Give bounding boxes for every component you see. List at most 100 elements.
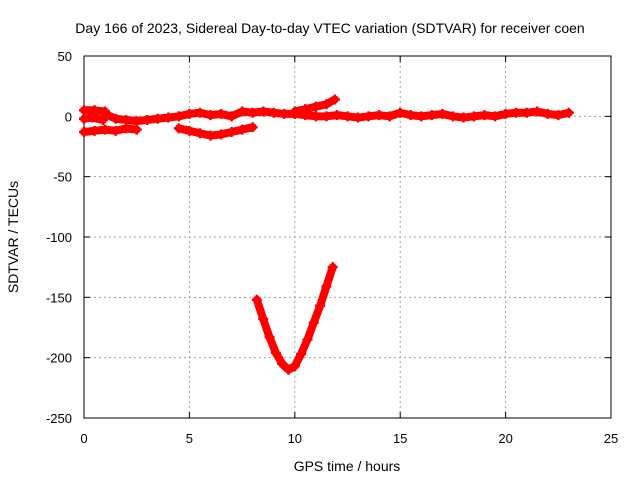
data-point: [310, 111, 321, 122]
data-point: [500, 108, 511, 119]
x-tick-label: 10: [288, 431, 302, 446]
data-point: [321, 111, 332, 122]
data-point: [237, 106, 248, 117]
y-tick-label: 0: [65, 109, 72, 124]
data-point: [216, 129, 227, 140]
plot-area: [79, 55, 612, 419]
data-point: [395, 107, 406, 118]
data-point: [131, 116, 142, 127]
data-point: [258, 314, 269, 325]
data-point: [327, 262, 338, 273]
x-axis-label: GPS time / hours: [294, 458, 401, 474]
data-point: [315, 300, 326, 311]
data-point: [258, 106, 269, 117]
data-point: [468, 111, 479, 122]
data-point: [532, 106, 543, 117]
data-point: [490, 111, 501, 122]
data-point: [268, 107, 279, 118]
data-point: [283, 364, 294, 375]
data-point: [310, 101, 321, 112]
y-tick-label: -50: [53, 170, 72, 185]
data-point: [79, 105, 89, 116]
data-point: [542, 108, 553, 119]
data-point: [329, 94, 340, 105]
data-point: [270, 347, 281, 358]
data-point: [553, 110, 564, 121]
axis-ticks: [83, 55, 612, 419]
data-point: [100, 108, 111, 119]
data-point: [321, 281, 332, 292]
x-tick-label: 15: [393, 431, 407, 446]
data-point: [216, 108, 227, 119]
data-point: [264, 332, 275, 343]
data-point: [416, 111, 427, 122]
data-point: [521, 107, 532, 118]
data-point: [79, 127, 89, 138]
chart-title: Day 166 of 2023, Sidereal Day-to-day VTE…: [75, 20, 584, 36]
data-point: [511, 107, 522, 118]
y-tick-label: 50: [58, 49, 72, 64]
data-point: [247, 107, 258, 118]
data-point: [321, 99, 332, 110]
data-point: [308, 317, 319, 328]
data-point: [110, 113, 121, 124]
data-point: [331, 110, 342, 121]
tick-labels: 0 5 10 15 20 25 -250 -200 -150 -100 -50 0 50: [46, 49, 618, 446]
data-point: [251, 294, 262, 305]
data-point: [89, 125, 100, 136]
x-tick-label: 25: [604, 431, 618, 446]
data-point: [194, 107, 205, 118]
data-point: [405, 110, 416, 121]
data-point: [277, 358, 288, 369]
data-point: [447, 111, 458, 122]
data-point: [79, 113, 89, 124]
data-point: [163, 112, 174, 123]
data-point: [100, 124, 111, 135]
data-point: [226, 111, 237, 122]
data-point: [342, 111, 353, 122]
y-tick-label: -200: [46, 351, 72, 366]
data-point: [296, 349, 307, 360]
data-point: [437, 108, 448, 119]
data-point: [289, 361, 300, 372]
series-trace: [259, 107, 299, 118]
data-point: [184, 108, 195, 119]
data-point: [152, 113, 163, 124]
data-point: [353, 112, 364, 123]
data-point: [173, 111, 184, 122]
x-tick-label: 5: [186, 431, 193, 446]
data-point: [247, 122, 258, 133]
data-point: [479, 110, 490, 121]
data-point: [87, 112, 98, 123]
x-tick-label: 0: [80, 431, 87, 446]
data-point: [302, 334, 313, 345]
data-points: [79, 94, 574, 375]
data-point: [121, 123, 132, 134]
data-point: [226, 127, 237, 138]
data-point: [205, 110, 216, 121]
data-point: [363, 111, 374, 122]
data-point: [121, 114, 132, 125]
data-point: [374, 110, 385, 121]
data-point: [237, 124, 248, 135]
data-point: [131, 124, 142, 135]
data-point: [142, 114, 153, 125]
y-axis-label: SDTVAR / TECUs: [5, 181, 21, 293]
data-point: [384, 111, 395, 122]
data-point: [184, 125, 195, 136]
data-point: [289, 108, 300, 119]
data-point: [205, 130, 216, 141]
data-point: [300, 110, 311, 121]
data-point: [194, 128, 205, 139]
data-point: [173, 123, 184, 134]
y-tick-label: -250: [46, 411, 72, 426]
data-point: [426, 110, 437, 121]
data-point: [458, 112, 469, 123]
data-point: [279, 108, 290, 119]
data-point: [89, 105, 100, 116]
data-point: [110, 125, 121, 136]
data-point: [563, 107, 574, 118]
x-tick-label: 20: [498, 431, 512, 446]
y-tick-label: -100: [46, 230, 72, 245]
